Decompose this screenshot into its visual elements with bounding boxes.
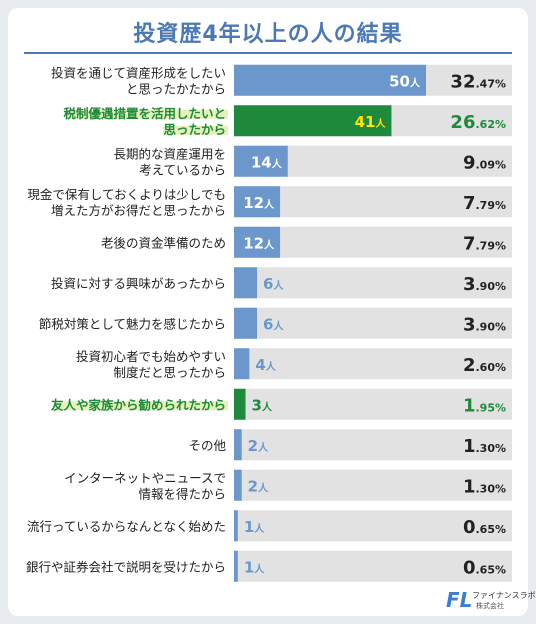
category-label: 友人や家族から勧められたから <box>50 397 226 412</box>
bar <box>234 105 392 137</box>
category-label: 税制優遇措置を活用したいと <box>63 106 226 121</box>
bar-track <box>234 550 512 582</box>
category-label: 老後の資金準備のため <box>101 235 226 250</box>
company-logo: FL ファイナンスラボ 株式会社 <box>446 588 536 614</box>
percent-label: 0.65% <box>463 557 506 578</box>
label-highlight <box>65 109 229 119</box>
bar <box>234 469 242 501</box>
percent-label: 26.62% <box>450 112 506 133</box>
category-label: 思ったから <box>163 122 226 137</box>
percent-label: 0.65% <box>463 517 506 538</box>
bar-track <box>234 186 512 218</box>
category-label: 投資初心者でも始めやすい <box>76 349 226 364</box>
count-label: 1人 <box>244 518 265 536</box>
bar <box>234 145 288 177</box>
bar <box>234 226 281 258</box>
bar-track <box>234 429 512 461</box>
percent-label: 1.30% <box>463 436 506 457</box>
percent-label: 7.79% <box>463 193 506 214</box>
logo-company: 株式会社 <box>476 602 504 610</box>
category-label: 情報を得たから <box>138 486 226 501</box>
count-label: 4人 <box>255 356 276 374</box>
chart-title: 投資歴4年以上の人の結果 <box>133 22 403 47</box>
category-label: インターネットやニュースで <box>64 470 226 485</box>
bar-track <box>234 510 512 542</box>
count-label: 3人 <box>252 396 273 414</box>
bar <box>234 64 426 96</box>
category-label: 投資を通じて資産形成をしたい <box>51 65 226 80</box>
category-label: 流行っているからなんとなく始めた <box>27 519 226 534</box>
category-label: その他 <box>188 438 226 453</box>
category-label: 投資に対する興味があったから <box>51 276 226 291</box>
bar-track <box>234 226 512 258</box>
category-label: 考えているから <box>139 162 226 177</box>
label-highlight <box>53 401 229 411</box>
count-label: 6人 <box>263 315 284 333</box>
label-highlight <box>163 125 228 135</box>
percent-label: 3.90% <box>463 274 506 295</box>
bar <box>234 307 258 339</box>
count-label: 6人 <box>263 275 284 293</box>
count-label: 41人 <box>355 113 387 131</box>
percent-label: 7.79% <box>463 233 506 254</box>
percent-label: 9.09% <box>463 152 506 173</box>
percent-label: 1.30% <box>463 476 506 497</box>
percent-label: 3.90% <box>463 314 506 335</box>
logo-mark: FL <box>446 588 473 612</box>
count-label: 50人 <box>389 72 421 90</box>
percent-label: 32.47% <box>450 71 506 92</box>
bar <box>234 348 250 380</box>
count-label: 2人 <box>248 477 269 495</box>
category-label: 長期的な資産運用を <box>113 146 226 161</box>
bar <box>234 550 238 582</box>
bar <box>234 429 242 461</box>
count-label: 1人 <box>244 558 265 576</box>
count-label: 12人 <box>243 234 275 252</box>
bar-track <box>234 307 512 339</box>
bar <box>234 267 258 299</box>
category-label: 現金で保有しておくよりは少しでも <box>27 187 226 202</box>
title-underline <box>24 52 512 54</box>
percent-label: 1.95% <box>463 395 506 416</box>
count-label: 2人 <box>248 437 269 455</box>
category-label: 銀行や証券会社で説明を受けたから <box>26 559 226 574</box>
bar <box>234 186 281 218</box>
category-label: 節税対策として魅力を感じたから <box>39 316 226 331</box>
category-label: と思ったかたから <box>126 81 226 96</box>
category-label: 増えた方がお得だと思ったから <box>51 203 226 218</box>
bar <box>234 388 246 420</box>
bar-track <box>234 348 512 380</box>
logo-name: ファイナンスラボ <box>472 591 536 600</box>
bar <box>234 510 238 542</box>
category-label: 制度だと思ったから <box>113 365 226 380</box>
bar-track <box>234 267 512 299</box>
count-label: 14人 <box>251 153 283 171</box>
percent-label: 2.60% <box>463 355 506 376</box>
bar-track <box>234 388 512 420</box>
bar-track <box>234 469 512 501</box>
count-label: 12人 <box>243 194 275 212</box>
